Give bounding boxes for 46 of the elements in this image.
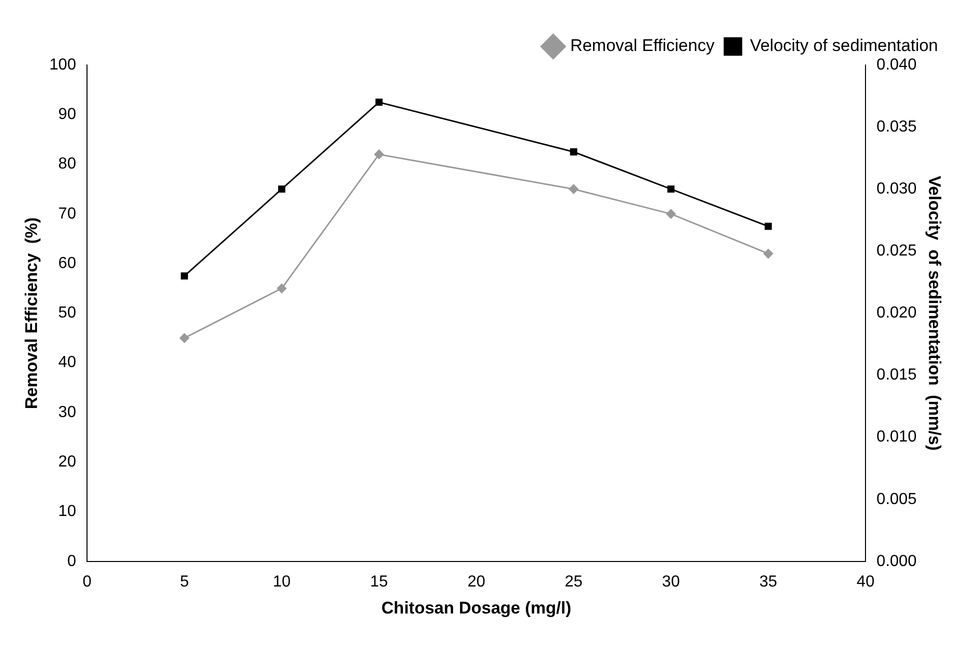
x-tick-label: 15 [370, 573, 388, 590]
legend-label: Removal Efficiency [570, 36, 715, 56]
y2-tick-label: 0.040 [876, 56, 917, 74]
y2-axis-title: Velocity of sedimentation (mm/s) [925, 176, 944, 451]
point [278, 186, 286, 193]
x-tick-label: 25 [564, 573, 583, 590]
point [276, 284, 286, 294]
y-tick-label: 90 [58, 106, 76, 124]
x-tick-label: 0 [82, 573, 92, 590]
point [764, 248, 774, 258]
y2-tick-label: 0.005 [876, 490, 917, 508]
point [374, 150, 384, 160]
y2-tick-label: 0.015 [876, 366, 917, 384]
point [570, 148, 578, 156]
point [666, 209, 676, 219]
y-tick-label: 10 [58, 503, 76, 520]
point [568, 184, 578, 194]
x-tick-label: 5 [180, 573, 189, 590]
y-tick-label: 30 [58, 404, 76, 421]
x-tick-label: 40 [856, 573, 875, 590]
y-tick-label: 70 [58, 205, 76, 222]
y-axis-title: Removal Efficiency (%) [22, 217, 41, 410]
point [375, 98, 383, 106]
y-tick-label: 100 [49, 56, 76, 74]
legend-label: Velocity of sedimentation [750, 36, 938, 56]
x-tick-label: 20 [467, 573, 486, 590]
y2-tick-label: 0.030 [876, 180, 917, 198]
y-tick-label: 40 [58, 354, 76, 372]
y-tick-label: 0 [67, 552, 76, 570]
point [180, 272, 188, 280]
x-tick-label: 30 [662, 573, 680, 590]
y2-tick-label: 0.035 [876, 118, 917, 136]
x-tick-label: 35 [759, 573, 778, 590]
point [180, 333, 190, 343]
y2-tick-label: 0.000 [876, 552, 917, 570]
y2-tick-label: 0.025 [876, 242, 917, 260]
y-tick-label: 50 [58, 304, 76, 322]
y2-tick-label: 0.010 [876, 428, 917, 446]
point [667, 186, 675, 193]
y-tick-label: 80 [58, 156, 76, 173]
y2-tick-label: 0.020 [876, 304, 917, 322]
x-tick-label: 10 [272, 573, 291, 590]
y-tick-label: 20 [58, 454, 76, 471]
x-axis-title: Chitosan Dosage (mg/l) [381, 598, 572, 618]
y-tick-label: 60 [58, 254, 76, 272]
point [764, 222, 772, 230]
